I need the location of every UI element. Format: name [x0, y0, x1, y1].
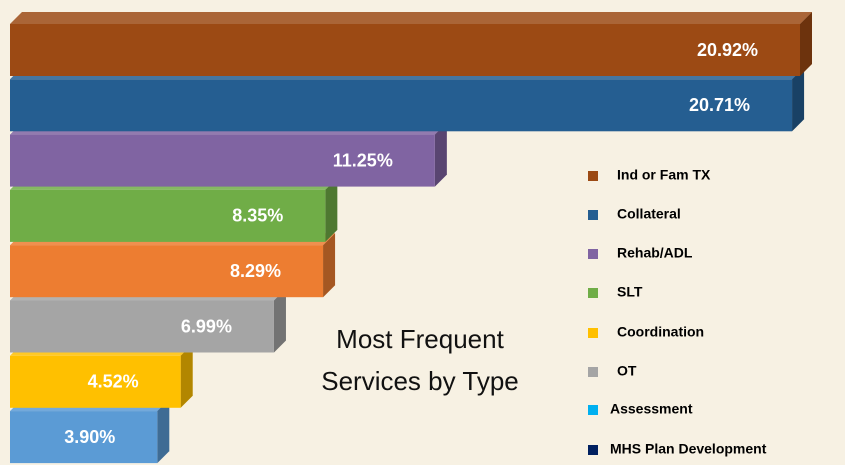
- legend-swatch: [588, 367, 598, 377]
- bar: [10, 300, 274, 353]
- bar: [10, 355, 181, 408]
- legend-label: Coordination: [617, 324, 704, 340]
- bar: [10, 189, 326, 242]
- value-label: 3.90%: [64, 427, 115, 447]
- legend-swatch: [588, 288, 598, 298]
- bar-side-shade: [800, 12, 812, 76]
- legend-label: Collateral: [617, 206, 681, 222]
- value-label: 6.99%: [181, 316, 232, 336]
- chart-title: Most Frequent Services by Type: [321, 324, 519, 396]
- bar-side-shade: [325, 177, 338, 242]
- bar-side: [792, 67, 805, 132]
- bar-side: [180, 343, 193, 408]
- legend-label: Assessment: [610, 401, 693, 417]
- bar: [10, 134, 435, 187]
- bar-side: [434, 122, 447, 187]
- value-label: 8.35%: [232, 206, 283, 226]
- bar-top-shade: [10, 12, 812, 24]
- bar: [10, 79, 793, 132]
- bar-side: [323, 233, 336, 298]
- legend-label: SLT: [617, 284, 643, 300]
- value-label: 8.29%: [230, 261, 281, 281]
- legend-swatch: [588, 445, 598, 455]
- legend-swatch: [588, 328, 598, 338]
- value-label: 20.71%: [689, 95, 750, 115]
- bar-side-shade: [273, 288, 286, 353]
- bar-top: [10, 12, 812, 24]
- bar-side: [273, 288, 286, 353]
- legend-swatch: [588, 249, 598, 259]
- value-label: 11.25%: [333, 150, 393, 170]
- legend-swatch: [588, 210, 598, 220]
- bar: [10, 411, 158, 464]
- bar-side-shade: [157, 399, 170, 464]
- bar: [10, 245, 324, 298]
- legend-label: Rehab/ADL: [617, 245, 693, 261]
- bar-side: [800, 12, 812, 76]
- legend-label: OT: [617, 363, 637, 379]
- bar-side-shade: [180, 343, 193, 408]
- bar: [10, 24, 800, 76]
- bar-side-shade: [434, 122, 447, 187]
- legend-swatch: [588, 171, 598, 181]
- legend-swatch: [588, 405, 598, 415]
- bar-side: [325, 177, 338, 242]
- bar-side-shade: [323, 233, 336, 298]
- value-label: 4.52%: [88, 372, 139, 392]
- bar-side-shade: [792, 67, 805, 132]
- legend-label: Ind or Fam TX: [617, 167, 711, 183]
- value-label: 20.92%: [697, 40, 758, 60]
- bar-side: [157, 399, 170, 464]
- legend-label: MHS Plan Development: [610, 441, 767, 457]
